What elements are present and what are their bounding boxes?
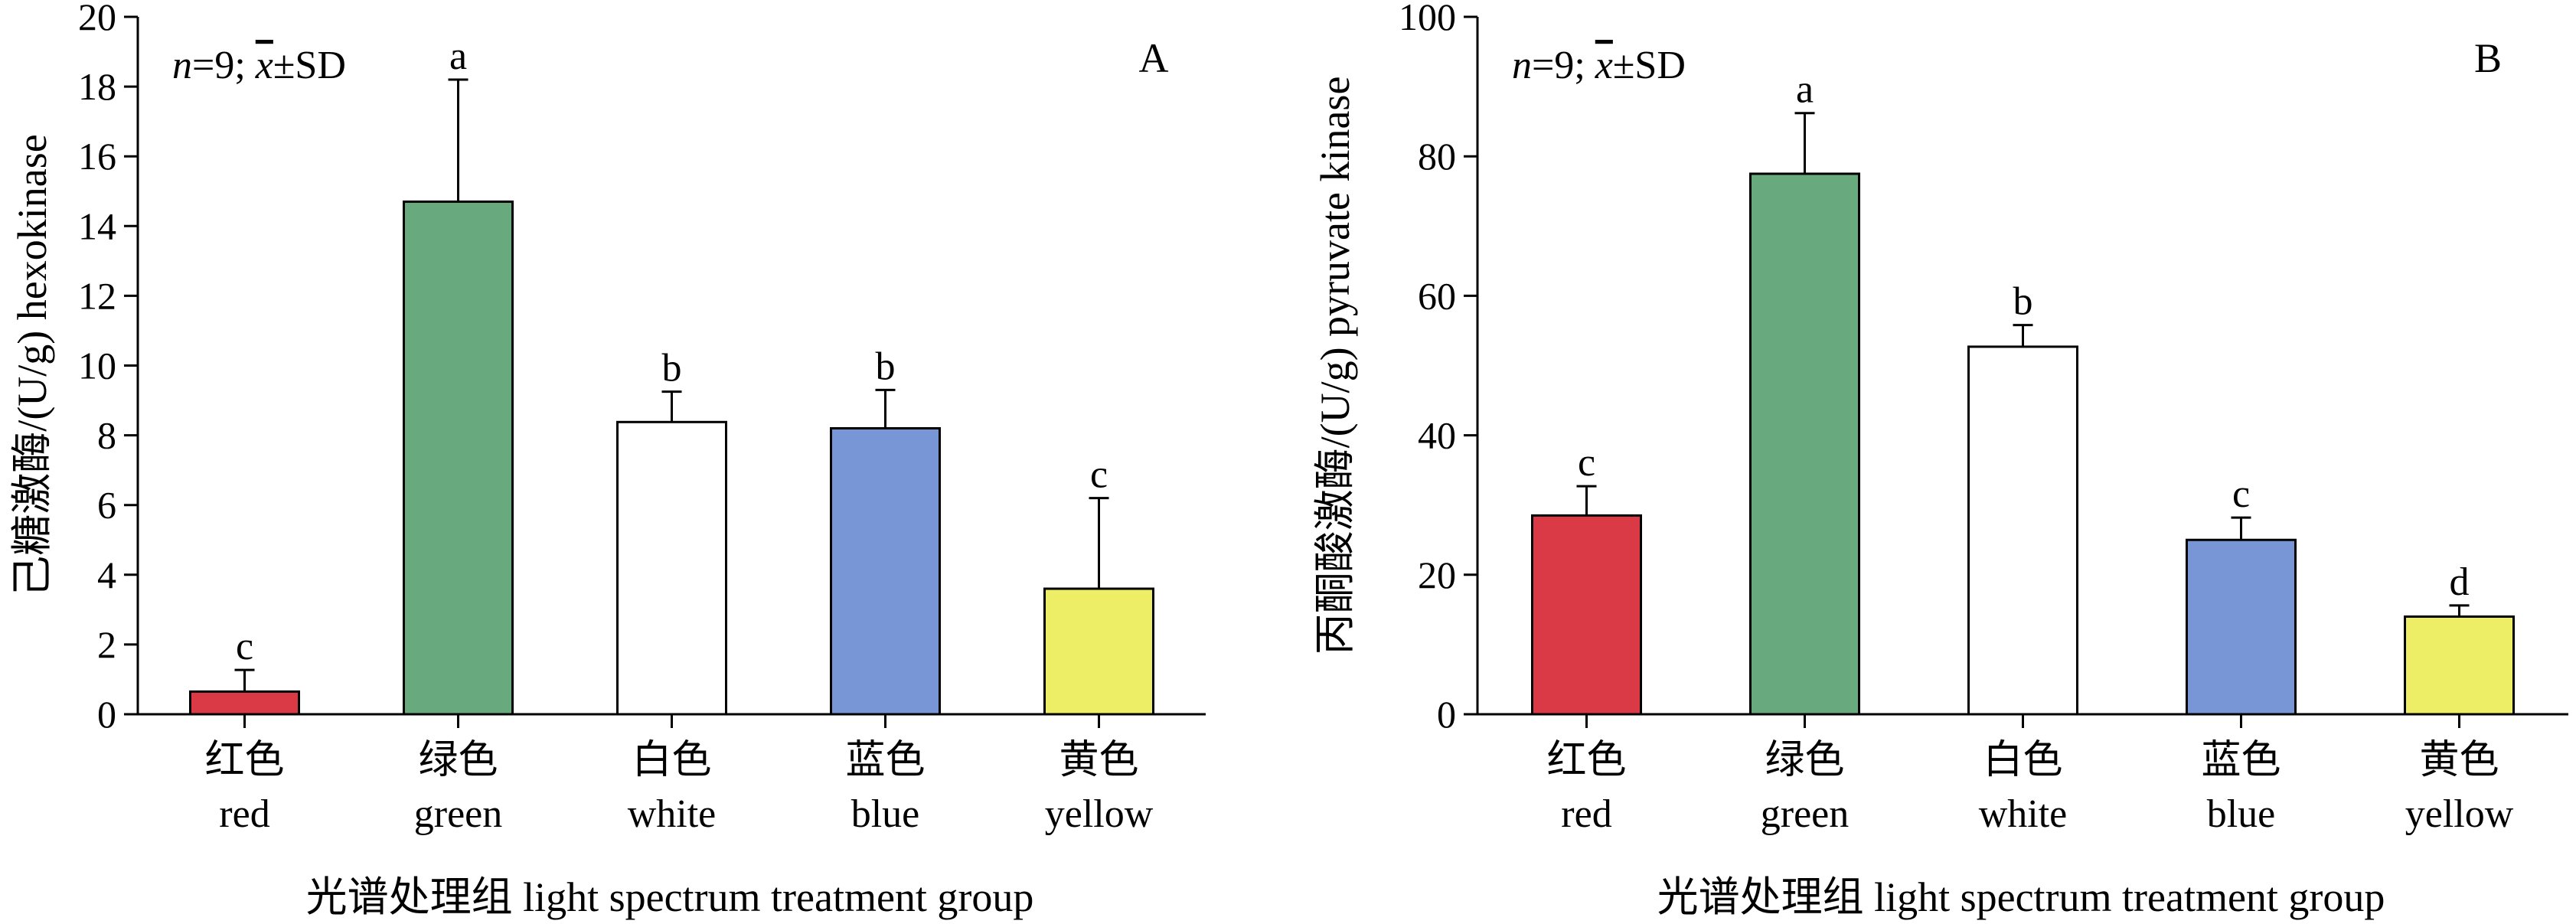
bar-blue	[830, 426, 941, 716]
category-label-en: yellow	[1045, 792, 1154, 836]
bar-white	[616, 420, 727, 716]
stat-annotation: n=9; x±SD	[172, 44, 346, 87]
bar-red	[189, 690, 300, 716]
y-tick-label: 2	[97, 623, 116, 666]
panel-letter: B	[2474, 35, 2502, 81]
category-label-en: red	[219, 792, 269, 836]
y-tick-label: 0	[1437, 693, 1456, 736]
significance-letter: b	[876, 344, 896, 388]
y-axis-title: 丙酮酸激酶/(U/g) pyruvate kinase	[1312, 77, 1358, 655]
category-label-cn: 红色	[204, 739, 284, 782]
significance-letter: c	[1578, 441, 1595, 485]
bar-blue	[2186, 538, 2297, 716]
significance-letter: c	[1090, 453, 1108, 497]
bar-green	[403, 200, 514, 716]
category-label-cn: 黄色	[1059, 739, 1138, 782]
y-tick-label: 20	[1418, 553, 1456, 596]
category-label-cn: 黄色	[2419, 739, 2499, 782]
category-label-en: green	[414, 792, 502, 836]
category-label-cn: 蓝色	[2201, 739, 2281, 782]
significance-letter: a	[449, 34, 467, 78]
significance-letter: b	[2013, 280, 2033, 324]
category-label-cn: 红色	[1546, 739, 1626, 782]
y-tick-label: 40	[1418, 414, 1456, 457]
significance-letter: a	[1796, 68, 1814, 112]
stat-annotation: n=9; x±SD	[1512, 44, 1686, 87]
bar-yellow	[2404, 615, 2515, 716]
bar-yellow	[1043, 587, 1154, 716]
y-tick-label: 100	[1399, 0, 1456, 38]
category-label-en: white	[1979, 792, 2068, 836]
category-label-en: blue	[851, 792, 920, 836]
category-label-en: red	[1561, 792, 1611, 836]
y-tick-label: 80	[1418, 135, 1456, 178]
significance-letter: d	[2450, 560, 2470, 604]
panel-letter: A	[1139, 35, 1169, 81]
category-label-cn: 绿色	[1765, 739, 1844, 782]
bar-white	[1967, 345, 2078, 716]
y-tick-label: 20	[78, 0, 116, 38]
category-label-en: blue	[2207, 792, 2276, 836]
y-tick-label: 18	[78, 65, 116, 108]
y-tick-label: 14	[78, 204, 116, 247]
panel-a: 0 2 4 6 8 10 12 14 16 18 20 c 红色 red a 绿色 green b 白色 white b…	[9, 0, 1206, 920]
y-tick-label: 0	[97, 693, 116, 736]
category-label-en: yellow	[2405, 792, 2514, 836]
y-tick-label: 10	[78, 344, 116, 387]
category-label-cn: 蓝色	[845, 739, 925, 782]
bar-red	[1531, 514, 1642, 716]
y-tick-label: 16	[78, 135, 116, 178]
category-label-en: green	[1761, 792, 1849, 836]
bar-green	[1749, 172, 1860, 716]
panel-b: 0 20 40 60 80 100 c 红色 red a 绿色 green b 白色 white c 蓝色 blu…	[1312, 0, 2568, 920]
category-label-cn: 绿色	[418, 739, 498, 782]
y-tick-label: 6	[97, 484, 116, 527]
x-axis-title: 光谱处理组 light spectrum treatment group	[306, 874, 1034, 920]
y-tick-label: 60	[1418, 274, 1456, 317]
y-axis-title: 己糖激酶/(U/g) hexokinase	[9, 134, 55, 596]
category-label-en: white	[628, 792, 717, 836]
y-tick-label: 8	[97, 414, 116, 457]
significance-letter: c	[236, 625, 253, 668]
significance-letter: c	[2232, 472, 2250, 516]
x-axis-title: 光谱处理组 light spectrum treatment group	[1657, 874, 2385, 920]
category-label-cn: 白色	[632, 739, 711, 782]
y-tick-label: 4	[97, 553, 116, 596]
y-tick-label: 12	[78, 274, 116, 317]
category-label-cn: 白色	[1983, 739, 2062, 782]
significance-letter: b	[662, 347, 682, 390]
